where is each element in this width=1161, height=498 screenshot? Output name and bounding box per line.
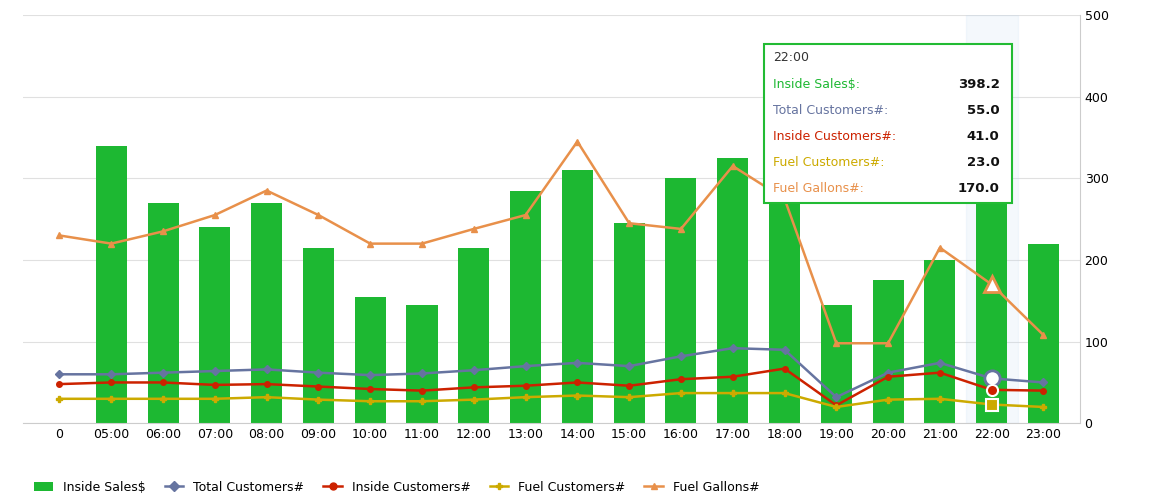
Text: Inside Sales$:: Inside Sales$: [773, 78, 860, 91]
Text: 398.2: 398.2 [958, 78, 1000, 91]
Bar [303, 248, 334, 423]
Text: 170.0: 170.0 [958, 182, 1000, 195]
Text: 55.0: 55.0 [967, 104, 1000, 117]
Text: Fuel Gallons#:: Fuel Gallons#: [773, 182, 864, 195]
Text: Inside Customers#:: Inside Customers#: [773, 130, 896, 143]
Bar [665, 178, 697, 423]
Bar [510, 191, 541, 423]
Bar [769, 97, 800, 423]
Text: 23.0: 23.0 [967, 156, 1000, 169]
Bar [924, 260, 956, 423]
Bar [717, 158, 749, 423]
Bar [966, 15, 1017, 423]
Bar [1027, 244, 1059, 423]
Bar [95, 145, 127, 423]
Bar [873, 280, 903, 423]
Text: Total Customers#:: Total Customers#: [773, 104, 888, 117]
Bar [354, 297, 385, 423]
Bar [614, 223, 644, 423]
Bar [147, 203, 179, 423]
Bar [251, 203, 282, 423]
Legend: Inside Sales$, Total Customers#, Inside Customers#, Fuel Customers#, Fuel Gallon: Inside Sales$, Total Customers#, Inside … [29, 476, 765, 498]
Bar [976, 98, 1008, 423]
Text: 41.0: 41.0 [967, 130, 1000, 143]
Text: Fuel Customers#:: Fuel Customers#: [773, 156, 885, 169]
FancyBboxPatch shape [764, 43, 1012, 203]
Text: 22:00: 22:00 [773, 51, 809, 65]
Bar [200, 227, 230, 423]
Bar [562, 170, 593, 423]
Bar [406, 305, 438, 423]
Bar [459, 248, 489, 423]
Bar [821, 305, 852, 423]
